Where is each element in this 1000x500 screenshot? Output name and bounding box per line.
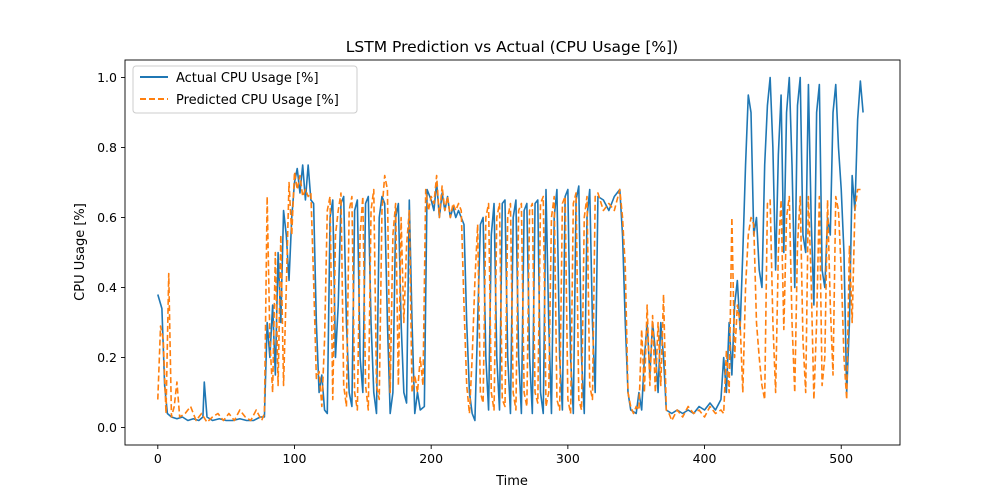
y-axis: 0.0 0.2 0.4 0.6 0.8 1.0 — [97, 70, 125, 435]
x-tick-label: 400 — [693, 451, 717, 466]
x-tick-label: 100 — [283, 451, 307, 466]
y-axis-label: CPU Usage [%] — [73, 203, 88, 301]
y-tick-label: 0.4 — [97, 280, 117, 295]
x-tick-label: 500 — [829, 451, 853, 466]
x-tick-label: 200 — [419, 451, 443, 466]
legend-box — [132, 65, 358, 114]
legend-label-predicted: Predicted CPU Usage [%] — [176, 93, 339, 108]
chart-title: LSTM Prediction vs Actual (CPU Usage [%]… — [346, 38, 678, 56]
x-tick-label: 0 — [154, 451, 162, 466]
y-tick-label: 0.2 — [97, 350, 117, 365]
y-tick-label: 0.6 — [97, 210, 117, 225]
legend: Actual CPU Usage [%] Predicted CPU Usage… — [132, 65, 358, 114]
y-tick-label: 0.0 — [97, 420, 117, 435]
series-line-predicted — [157, 171, 864, 424]
plot-frame — [124, 59, 901, 446]
x-axis: 0 100 200 300 400 500 — [154, 445, 853, 466]
x-tick-label: 300 — [556, 451, 580, 466]
x-axis-label: Time — [495, 474, 528, 489]
y-tick-label: 1.0 — [97, 70, 117, 85]
y-tick-label: 0.8 — [97, 140, 117, 155]
legend-label-actual: Actual CPU Usage [%] — [176, 71, 319, 86]
series-layer — [157, 76, 864, 424]
series-line-actual — [157, 76, 864, 422]
